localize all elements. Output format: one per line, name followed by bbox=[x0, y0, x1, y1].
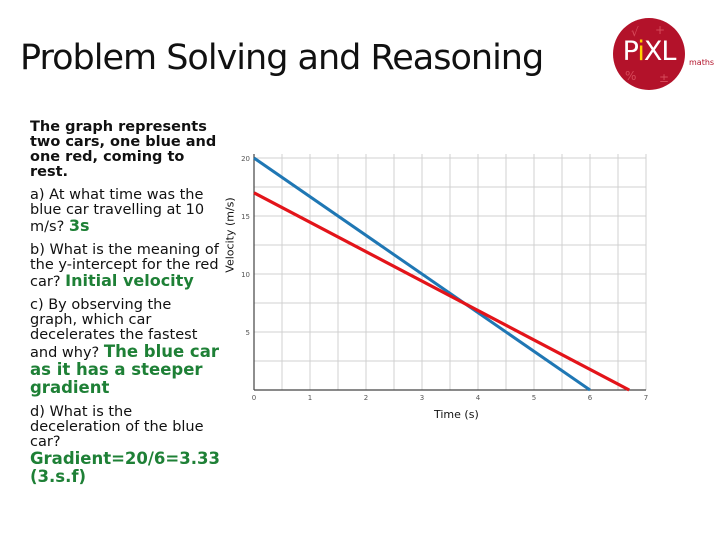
answer-b: Initial velocity bbox=[65, 271, 194, 290]
x-axis-label: Time (s) bbox=[434, 408, 479, 421]
y-tick-label: 10 bbox=[241, 271, 250, 279]
series-line-red bbox=[253, 191, 630, 392]
x-tick-label: 6 bbox=[588, 394, 593, 402]
y-axis-label-wrap: Velocity (m/s) bbox=[222, 150, 238, 320]
x-tick-label: 7 bbox=[644, 394, 648, 402]
intro-text: The graph represents two cars, one blue … bbox=[30, 119, 217, 180]
svg-text:%: % bbox=[625, 69, 636, 83]
series-line-blue bbox=[253, 156, 591, 392]
question-a: a) At what time was the blue car travell… bbox=[30, 187, 205, 235]
svg-text:√: √ bbox=[631, 25, 639, 39]
x-tick-label: 4 bbox=[476, 394, 481, 402]
answer-a: 3s bbox=[68, 216, 90, 235]
logo-maths-tag: maths bbox=[689, 58, 715, 67]
x-tick-label: 2 bbox=[364, 394, 368, 402]
x-tick-label: 3 bbox=[420, 394, 424, 402]
y-axis-label: Velocity (m/s) bbox=[223, 197, 237, 273]
chart-series bbox=[253, 156, 630, 392]
y-tick-label: 5 bbox=[246, 329, 250, 337]
y-tick-label: 15 bbox=[241, 213, 250, 221]
svg-text:±: ± bbox=[659, 71, 669, 85]
y-tick-label: 20 bbox=[241, 155, 250, 163]
chart-grid bbox=[253, 154, 647, 391]
x-tick-label: 1 bbox=[308, 394, 312, 402]
question-panel: The graph represents two cars, one blue … bbox=[30, 120, 220, 494]
x-tick-label: 0 bbox=[252, 394, 256, 402]
question-d: d) What is the deceleration of the blue … bbox=[30, 404, 220, 486]
chart-ticks: 0 1 2 3 4 5 6 7 5 10 15 20 bbox=[241, 155, 648, 402]
x-tick-label: 5 bbox=[532, 394, 536, 402]
question-c: c) By observing the graph, which car dec… bbox=[30, 297, 219, 397]
pixl-logo: √ + % ± bbox=[613, 18, 685, 90]
svg-text:+: + bbox=[655, 23, 665, 37]
page-title: Problem Solving and Reasoning bbox=[20, 38, 544, 78]
pixl-logo-text: PiXL bbox=[622, 36, 677, 67]
answer-c: The blue car as it has a steeper gradien… bbox=[30, 342, 219, 397]
question-b: b) What is the meaning of the y-intercep… bbox=[30, 242, 219, 290]
answer-d: Gradient=20/6=3.33 (3.s.f) bbox=[30, 449, 220, 486]
